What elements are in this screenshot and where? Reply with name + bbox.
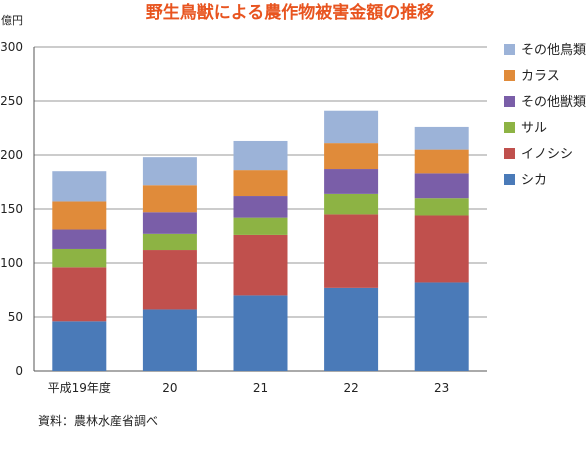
y-tick-label: 300 [0, 40, 23, 54]
bar-segment [324, 169, 379, 194]
legend-swatch [504, 96, 515, 107]
bar-segment [52, 201, 107, 230]
bar-segment [52, 321, 107, 371]
legend-swatch [504, 122, 515, 133]
source-note: 資料：農林水産省調べ [38, 413, 158, 428]
legend-label: シカ [521, 173, 547, 188]
bar-segment [142, 250, 197, 310]
bar-segment [324, 193, 379, 215]
bar-segment [142, 185, 197, 213]
y-axis-ticks: 0 50 100 150 200 250 300 [0, 40, 23, 378]
x-tick-label: 20 [162, 381, 177, 395]
bar-segment [414, 149, 469, 174]
bar-segment [142, 309, 197, 371]
bar-segment [52, 229, 107, 249]
bar-segment [233, 295, 288, 371]
bar-segment [414, 282, 469, 371]
legend-label: イノシシ [521, 147, 573, 162]
bar-segment [52, 267, 107, 322]
bar-segment [414, 173, 469, 199]
x-tick-label: 23 [434, 381, 449, 395]
bar-segment [324, 110, 379, 144]
legend-swatch [504, 70, 515, 81]
bar-segment [324, 143, 379, 170]
bar-segment [414, 215, 469, 283]
legend-swatch [504, 44, 515, 55]
bar-segment [324, 214, 379, 288]
y-tick-label: 200 [0, 148, 23, 162]
bar-segment [142, 212, 197, 234]
bar-segment [142, 157, 197, 186]
y-tick-label: 250 [0, 94, 23, 108]
y-tick-label: 0 [15, 364, 23, 378]
legend-label: その他鳥類 [521, 43, 586, 58]
legend-swatch [504, 174, 515, 185]
y-tick-label: 100 [0, 256, 23, 270]
bar-segment [233, 234, 288, 296]
y-axis-unit: 億円 [1, 14, 23, 27]
bar-segment [52, 248, 107, 268]
x-tick-label: 平成19年度 [48, 380, 111, 395]
bar-segment [233, 196, 288, 218]
bar-segment [233, 170, 288, 197]
bar-segment [324, 287, 379, 371]
legend-label: カラス [521, 69, 560, 84]
x-tick-label: 21 [253, 381, 268, 395]
x-axis-ticks: 平成19年度 20 21 22 23 [48, 380, 450, 395]
x-tick-label: 22 [343, 381, 358, 395]
bar-segment [52, 171, 107, 202]
legend-swatch [504, 148, 515, 159]
legend-label: その他獣類 [521, 95, 586, 110]
bar-segment [233, 140, 288, 171]
bar-segment [414, 126, 469, 150]
legend-label: サル [521, 121, 547, 136]
y-tick-label: 150 [0, 202, 23, 216]
chart-title: 野生鳥獣による農作物被害金額の推移 [146, 2, 435, 23]
bar-segment [142, 233, 197, 251]
bar-segment [414, 198, 469, 216]
y-tick-label: 50 [8, 310, 23, 324]
bars [52, 110, 469, 371]
bar-segment [233, 217, 288, 235]
